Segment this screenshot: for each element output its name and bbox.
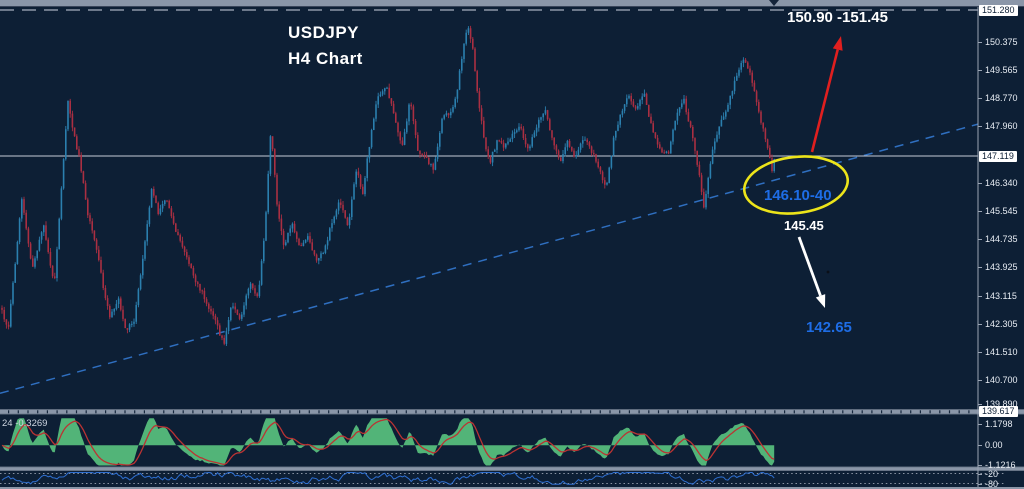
price-label-boxed: 147.119 [979, 151, 1017, 162]
symbol-title: USDJPY [288, 23, 360, 42]
candlesticks [1, 25, 775, 346]
price-label-boxed: 151.280 [979, 5, 1018, 16]
indicator-tick-label: 0.00 [978, 440, 1003, 450]
price-tick-label: 145.545 [978, 206, 1018, 216]
indicator-label: 24 -0.3269 [2, 418, 48, 429]
price-tick-label: 140.700 [978, 375, 1018, 385]
price-tick-label: 146.340 [978, 178, 1018, 188]
price-tick-label: 150.375 [978, 37, 1018, 47]
annotation-upper-target[interactable]: 150.90 -151.45 [787, 9, 888, 26]
price-tick-label: 142.305 [978, 319, 1018, 329]
oscillator-pane [1, 418, 775, 466]
pane-separators[interactable] [0, 409, 1024, 489]
annotation-support-zone[interactable]: 146.10-40 [764, 187, 832, 204]
indicator-tick-label: 1.1798 [978, 419, 1013, 429]
strip-oscillator-line [1, 471, 775, 485]
up-arrow[interactable] [810, 36, 843, 153]
price-tick-label: 144.735 [978, 234, 1018, 244]
price-tick-label: 143.115 [978, 291, 1017, 301]
annotation-lower-target[interactable]: 142.65 [806, 319, 852, 336]
price-tick-label: 148.770 [978, 93, 1018, 103]
price-tick-label: 139.890 [978, 399, 1018, 409]
price-tick-label: 141.510 [978, 347, 1018, 357]
price-axis[interactable]: 151.280 150.375 149.565 148.770 147.960 147.1… [978, 0, 1024, 489]
price-tick-label: 147.960 [978, 121, 1018, 131]
price-tick-label: 143.925 [978, 262, 1018, 272]
trendline[interactable] [0, 123, 979, 395]
oscillator-signal-line [1, 418, 775, 466]
timeframe-title: H4 Chart [288, 49, 363, 68]
down-arrow[interactable] [797, 236, 826, 308]
annotation-level-145[interactable]: 145.45 [784, 218, 824, 233]
oscillator-area [2, 418, 775, 466]
strip-tick-label: -20 [978, 469, 998, 479]
chart-title: USDJPY H4 Chart [288, 20, 363, 72]
indicator-tick-label: -1.1216 [978, 460, 1016, 470]
price-label-boxed: 139.617 [979, 406, 1018, 417]
window-top-border [0, 0, 1024, 7]
strip-tick-label: -80 [978, 479, 998, 489]
object-anchor-dot [826, 270, 830, 274]
support-zone-ellipse[interactable] [741, 151, 851, 219]
price-tick-label: 149.565 [978, 65, 1018, 75]
scroll-marker-icon [769, 0, 779, 6]
